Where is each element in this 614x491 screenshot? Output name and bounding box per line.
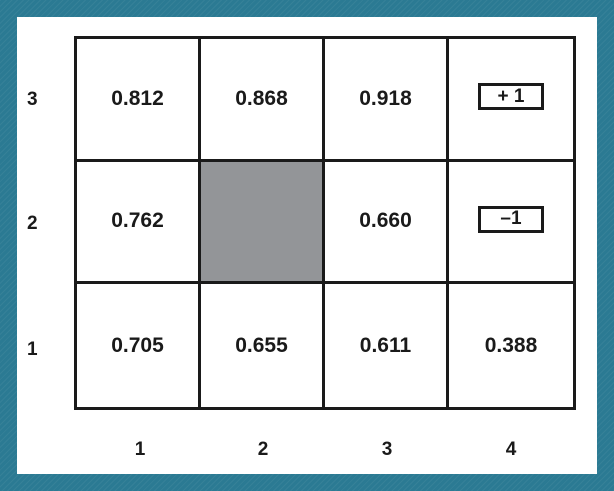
- utility-grid: 0.812 0.868 0.918 + 1 0.762 0.660 –1 0.7…: [74, 36, 576, 410]
- gridworld-panel: 3 2 1 0.812 0.868 0.918 + 1 0.762 0.660 …: [17, 17, 597, 474]
- row-label-2: 2: [27, 213, 38, 234]
- cell-2-3: 0.868: [201, 39, 325, 162]
- cell-value: 0.388: [484, 333, 538, 357]
- cell-3-1: 0.611: [325, 284, 449, 407]
- cell-value: 0.812: [111, 86, 164, 110]
- cell-2-1: 0.655: [201, 284, 325, 407]
- column-label-1: 1: [134, 439, 146, 460]
- column-label-4: 4: [505, 439, 517, 460]
- cell-value: 0.655: [235, 333, 288, 357]
- cell-3-2: 0.660: [325, 161, 449, 285]
- cell-1-1: 0.705: [77, 284, 201, 407]
- terminal-reward-positive: + 1: [478, 83, 544, 111]
- wall-cell-2-2: [201, 161, 325, 285]
- cell-4-1: 0.388: [449, 284, 573, 407]
- row-label-1: 1: [27, 339, 38, 360]
- cell-1-3: 0.812: [77, 39, 201, 162]
- cell-value: 0.611: [359, 333, 412, 357]
- cell-4-3: + 1: [449, 39, 573, 162]
- column-label-3: 3: [381, 439, 393, 460]
- cell-value: 0.918: [359, 86, 412, 110]
- cell-value: 0.762: [111, 209, 164, 233]
- cell-1-2: 0.762: [77, 161, 201, 285]
- cell-value: 0.705: [111, 333, 164, 357]
- terminal-reward-negative: –1: [478, 205, 544, 233]
- cell-value: 0.660: [359, 209, 412, 233]
- cell-3-3: 0.918: [325, 39, 449, 162]
- cell-value: 0.868: [235, 86, 288, 110]
- column-label-2: 2: [257, 439, 269, 460]
- cell-4-2: –1: [449, 161, 573, 285]
- row-label-3: 3: [27, 89, 38, 110]
